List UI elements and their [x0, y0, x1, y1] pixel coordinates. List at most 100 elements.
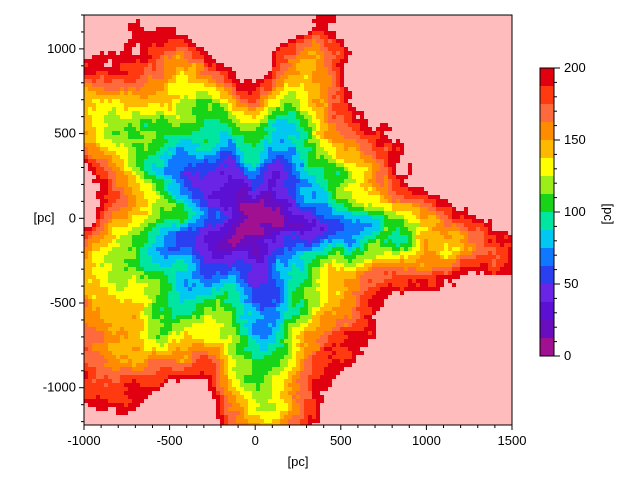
heatmap-cell	[232, 111, 237, 116]
heatmap-cell	[480, 147, 485, 152]
heatmap-cell	[288, 43, 293, 48]
heatmap-cell	[120, 171, 125, 176]
heatmap-cell	[152, 39, 157, 44]
heatmap-cell	[332, 123, 337, 128]
heatmap-cell	[460, 27, 465, 32]
heatmap-cell	[352, 175, 357, 180]
heatmap-cell	[356, 175, 361, 180]
heatmap-cell	[380, 167, 385, 172]
heatmap-cell	[340, 99, 345, 104]
heatmap-cell	[124, 79, 129, 84]
heatmap-cell	[352, 35, 357, 40]
heatmap-cell	[104, 43, 109, 48]
heatmap-cell	[448, 167, 453, 172]
heatmap-cell	[480, 39, 485, 44]
heatmap-cell	[140, 27, 145, 32]
heatmap-cell	[136, 35, 141, 40]
heatmap-cell	[316, 75, 321, 80]
heatmap-cell	[468, 43, 473, 48]
heatmap-cell	[136, 143, 141, 148]
heatmap-cell	[376, 195, 381, 200]
heatmap-cell	[216, 95, 221, 100]
heatmap-cell	[372, 51, 377, 56]
heatmap-cell	[464, 95, 469, 100]
heatmap-cell	[508, 115, 512, 120]
heatmap-cell	[488, 23, 493, 28]
heatmap-cell	[104, 155, 109, 160]
heatmap-cell	[264, 199, 269, 204]
heatmap-cell	[372, 143, 377, 148]
heatmap-cell	[476, 171, 481, 176]
heatmap-cell	[160, 43, 165, 48]
heatmap-cell	[396, 131, 401, 136]
heatmap-cell	[296, 75, 301, 80]
heatmap-cell	[488, 131, 493, 136]
heatmap-cell	[444, 167, 449, 172]
heatmap-cell	[388, 143, 393, 148]
heatmap-cell	[324, 115, 329, 120]
heatmap-cell	[468, 27, 473, 32]
heatmap-cell	[356, 51, 361, 56]
heatmap-cell	[256, 167, 261, 172]
heatmap-cell	[496, 35, 501, 40]
heatmap-cell	[296, 127, 301, 132]
heatmap-cell	[472, 67, 477, 72]
heatmap-cell	[484, 175, 489, 180]
heatmap-cell	[280, 179, 285, 184]
heatmap-cell	[132, 83, 137, 88]
heatmap-cell	[232, 183, 237, 188]
heatmap-cell	[416, 79, 421, 84]
heatmap-cell	[476, 191, 481, 196]
heatmap-cell	[404, 175, 409, 180]
heatmap-cell	[488, 31, 493, 36]
heatmap-cell	[348, 139, 353, 144]
heatmap-cell	[148, 159, 153, 164]
heatmap-cell	[84, 15, 89, 20]
heatmap-cell	[364, 179, 369, 184]
heatmap-cell	[116, 87, 121, 92]
heatmap-cell	[388, 39, 393, 44]
heatmap-cell	[232, 87, 237, 92]
heatmap-cell	[316, 23, 321, 28]
heatmap-cell	[504, 155, 509, 160]
heatmap-cell	[392, 163, 397, 168]
heatmap-cell	[504, 19, 509, 24]
heatmap-cell	[436, 67, 441, 72]
heatmap-cell	[416, 71, 421, 76]
heatmap-cell	[284, 127, 289, 132]
heatmap-cell	[320, 139, 325, 144]
heatmap-cell	[452, 135, 457, 140]
heatmap-cell	[472, 119, 477, 124]
heatmap-cell	[260, 123, 265, 128]
heatmap-cell	[432, 79, 437, 84]
heatmap-cell	[240, 59, 245, 64]
heatmap-cell	[184, 179, 189, 184]
heatmap-cell	[496, 71, 501, 76]
heatmap-cell	[472, 107, 477, 112]
heatmap-cell	[248, 139, 253, 144]
heatmap-cell	[384, 107, 389, 112]
heatmap-cell	[96, 139, 101, 144]
heatmap-cell	[364, 71, 369, 76]
heatmap-cell	[360, 119, 365, 124]
heatmap-cell	[304, 147, 309, 152]
heatmap-cell	[168, 143, 173, 148]
heatmap-cell	[504, 139, 509, 144]
heatmap-cell	[156, 35, 161, 40]
heatmap-cell	[328, 99, 333, 104]
heatmap-cell	[228, 187, 233, 192]
heatmap-cell	[260, 83, 265, 88]
heatmap-cell	[440, 99, 445, 104]
heatmap-cell	[408, 91, 413, 96]
heatmap-cell	[392, 155, 397, 160]
heatmap-cell	[288, 167, 293, 172]
heatmap-cell	[176, 39, 181, 44]
heatmap-cell	[276, 75, 281, 80]
heatmap-cell	[236, 43, 241, 48]
heatmap-cell	[120, 91, 125, 96]
heatmap-cell	[436, 119, 441, 124]
heatmap-cell	[96, 191, 101, 196]
heatmap-cell	[236, 111, 241, 116]
heatmap-cell	[412, 91, 417, 96]
heatmap-cell	[300, 111, 305, 116]
